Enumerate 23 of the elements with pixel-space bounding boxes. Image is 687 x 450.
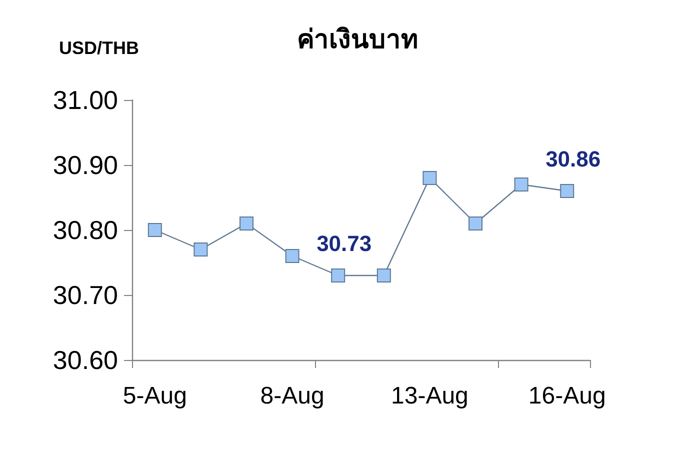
chart-title: ค่าเงินบาท: [297, 25, 418, 55]
data-label: 30.73: [316, 231, 372, 256]
y-tick-label: 30.60: [52, 345, 118, 375]
point: [285, 249, 300, 263]
x-tick-label: 8-Aug: [260, 382, 324, 410]
point: [194, 242, 208, 256]
y-tick-label: 30.70: [52, 280, 118, 310]
y-tick-label: 31.00: [52, 85, 118, 115]
x-tick-label: 5-Aug: [122, 382, 187, 410]
data-label: 30.86: [546, 146, 601, 172]
point: [240, 216, 254, 230]
point: [148, 223, 162, 237]
x-tick-label: 13-Aug: [391, 382, 468, 410]
point: [468, 216, 482, 230]
y-axis-title: USD/THB: [59, 38, 139, 58]
y-tick-label: 30.90: [52, 150, 118, 180]
point: [422, 171, 437, 185]
y-tick-label: 30.80: [52, 215, 118, 245]
point: [514, 178, 528, 192]
point: [331, 268, 346, 282]
point: [376, 268, 391, 282]
x-tick-label: 16-Aug: [528, 382, 606, 410]
point: [560, 184, 574, 198]
